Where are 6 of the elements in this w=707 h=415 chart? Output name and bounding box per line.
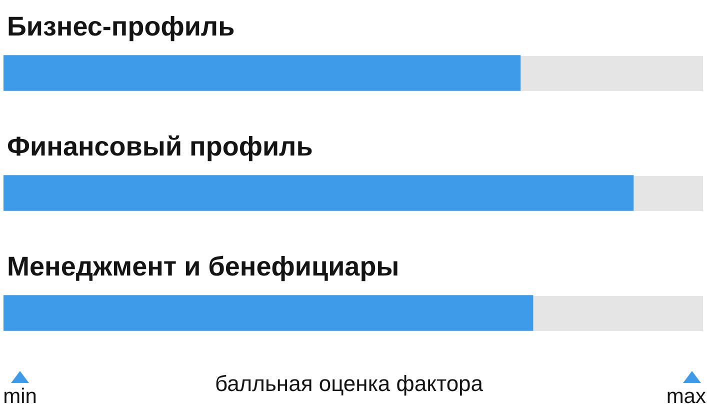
- y-tick-label: Финансовый профиль: [7, 132, 313, 162]
- text: min: [3, 385, 37, 408]
- y-tick-label: Бизнес-профиль: [7, 12, 235, 42]
- x-axis-title: балльная оценка фактора: [214, 371, 484, 396]
- text: max: [666, 385, 706, 408]
- y-tick-label: Менеджмент и бенефициары: [7, 252, 400, 282]
